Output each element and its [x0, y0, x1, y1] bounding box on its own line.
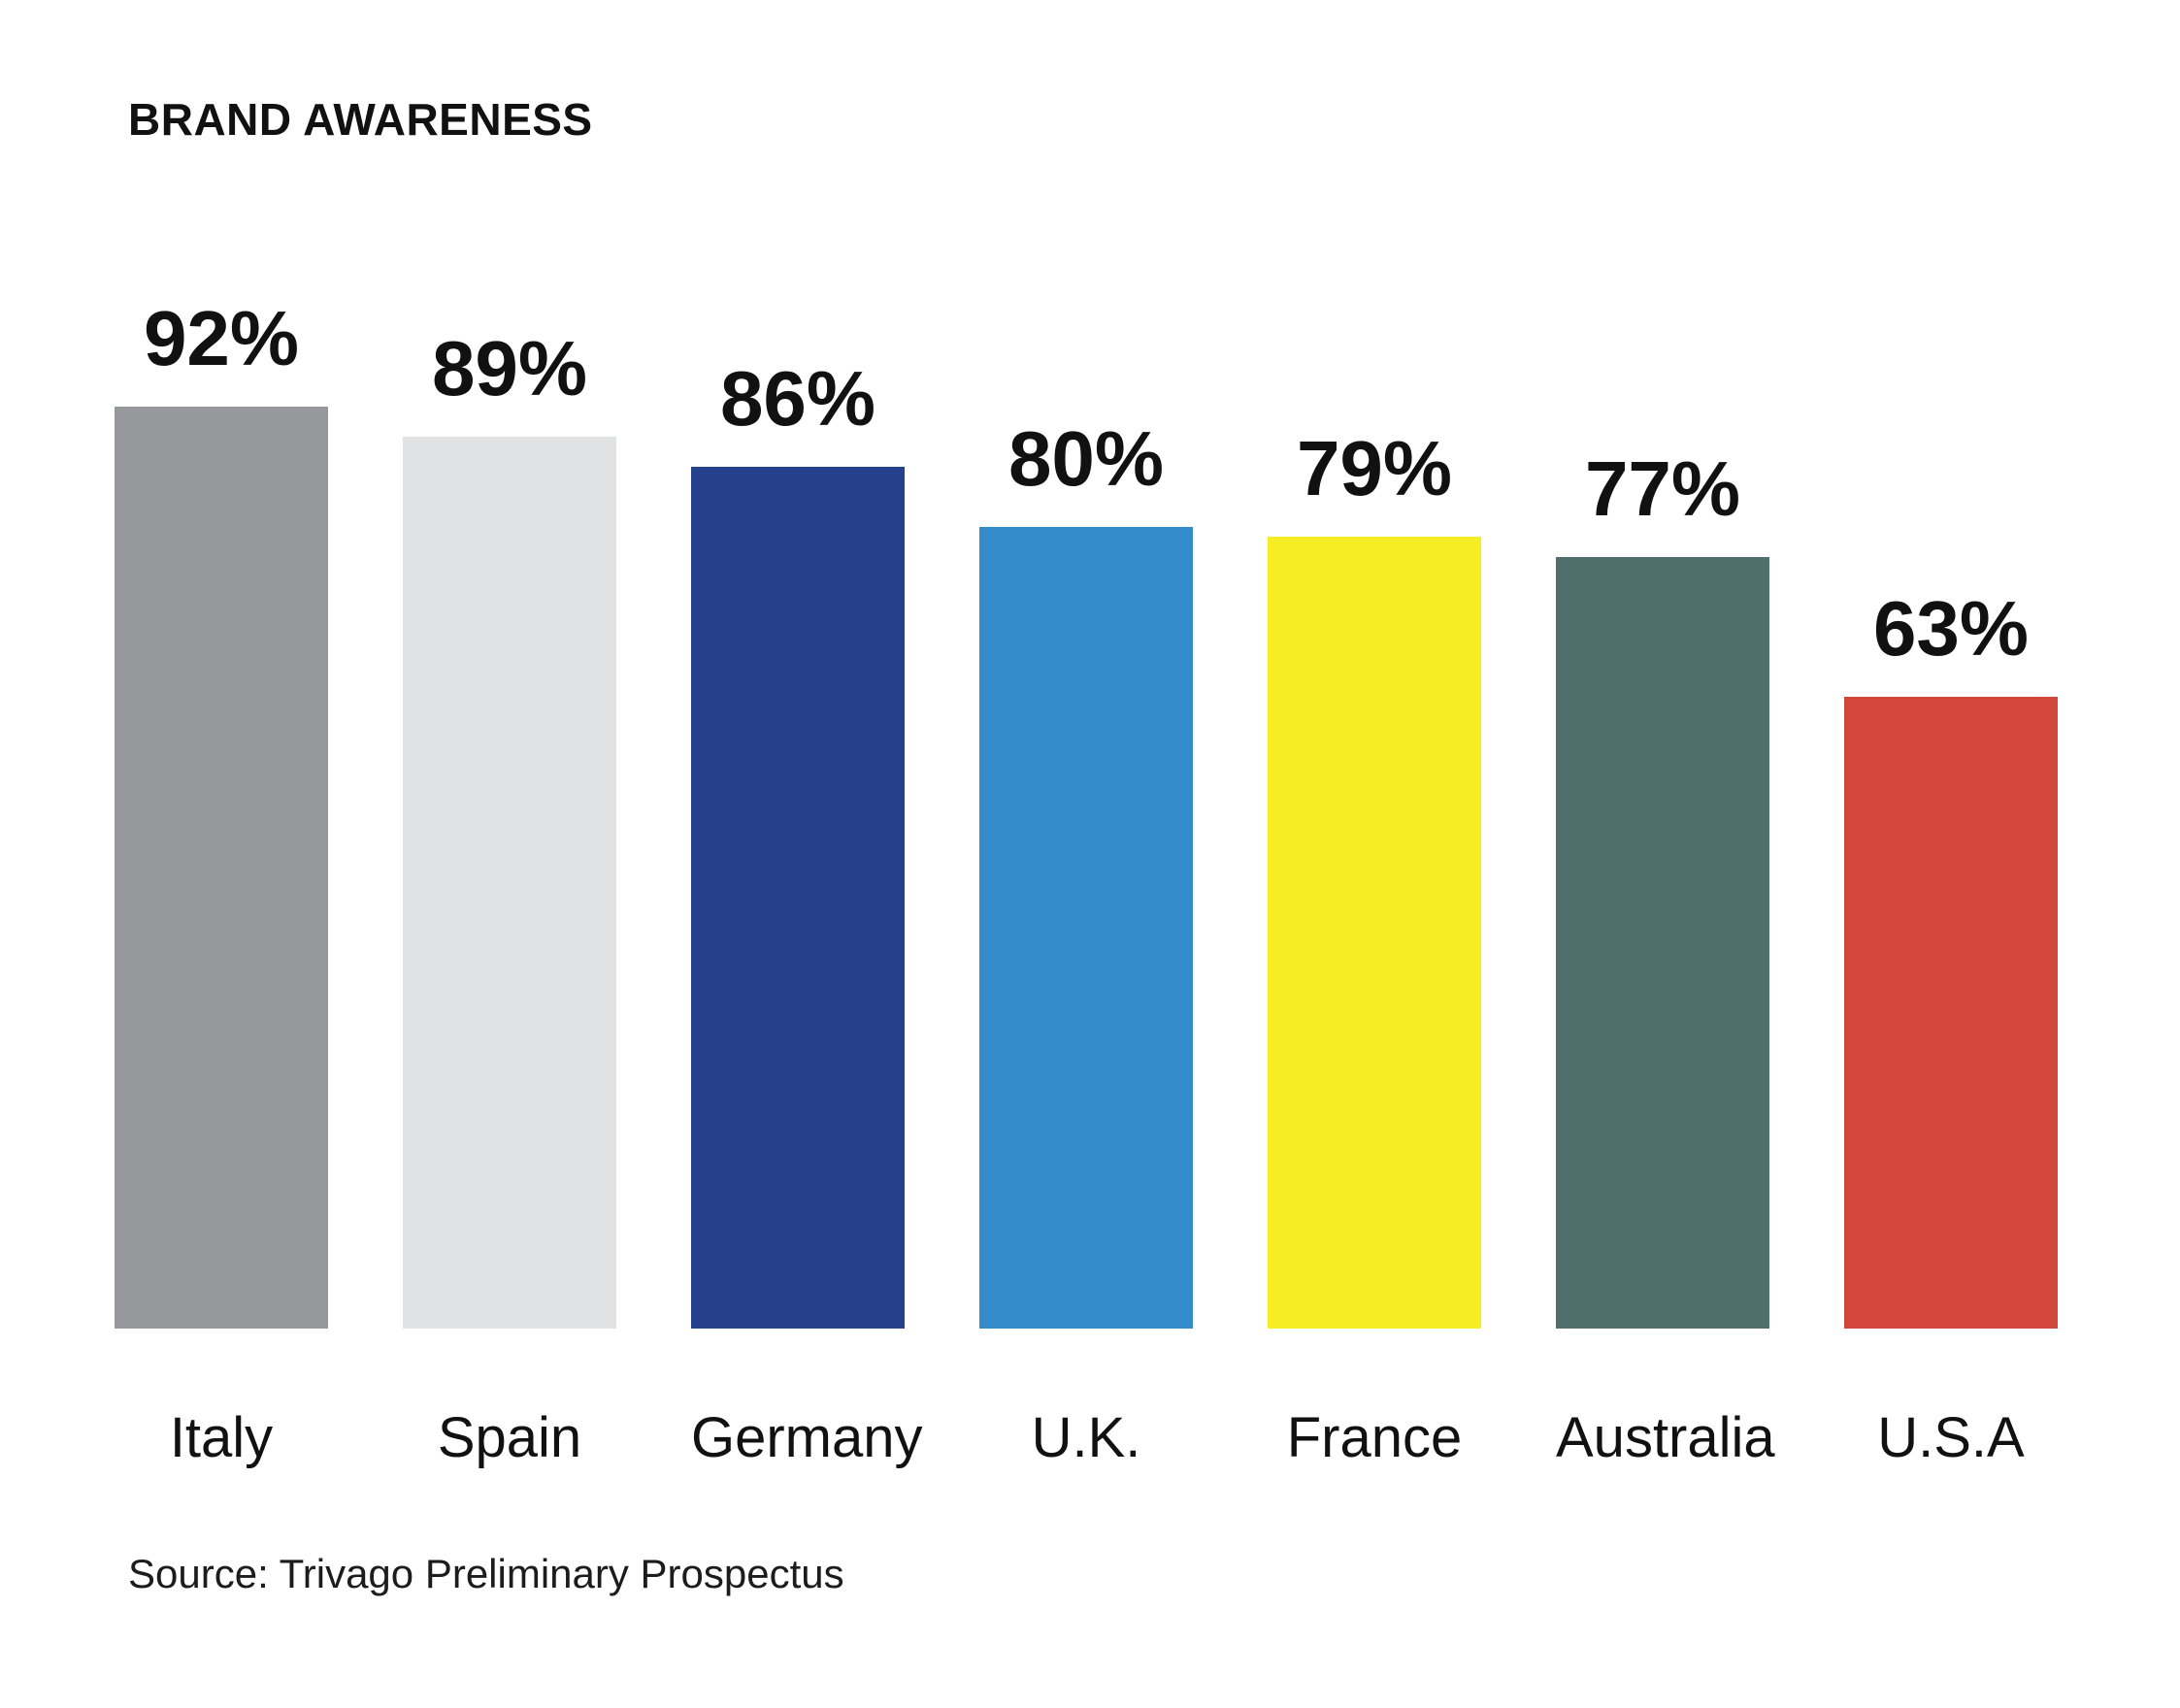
- chart-title: BRAND AWARENESS: [128, 94, 593, 145]
- source-note: Source: Trivago Preliminary Prospectus: [128, 1551, 844, 1596]
- category-label: U.S.A: [1877, 1406, 2025, 1469]
- value-label: 63%: [1872, 585, 2030, 672]
- value-label: 77%: [1584, 445, 1741, 532]
- bar-column: 86%: [691, 326, 905, 1329]
- value-label: 80%: [1007, 415, 1165, 502]
- bar-column: 79%: [1268, 326, 1481, 1329]
- value-label: 79%: [1296, 425, 1453, 511]
- category-label: Spain: [437, 1406, 582, 1469]
- category-label: Italy: [169, 1406, 274, 1469]
- value-label: 89%: [431, 325, 588, 411]
- bar-usa: [1844, 697, 2058, 1329]
- category-label: France: [1286, 1406, 1463, 1469]
- category-label: U.K.: [1031, 1406, 1141, 1469]
- bar-column: 63%: [1844, 326, 2058, 1329]
- bar-column: 92%: [115, 300, 328, 1329]
- bar-germany: [691, 467, 905, 1329]
- category-label: Germany: [691, 1406, 923, 1469]
- bar-uk: [979, 527, 1193, 1329]
- bar-italy: [115, 407, 328, 1329]
- value-label: 92%: [143, 295, 300, 381]
- chart-plot-area: 92% 89% 86% 80% 79% 77% 63%: [115, 300, 2058, 1329]
- bar-australia: [1556, 557, 1769, 1329]
- bar-spain: [403, 437, 616, 1329]
- bar-column: 77%: [1556, 326, 1769, 1329]
- value-label: 86%: [719, 355, 876, 442]
- bar-france: [1268, 537, 1481, 1329]
- category-label: Australia: [1556, 1406, 1775, 1469]
- bar-column: 80%: [979, 326, 1193, 1329]
- bar-column: 89%: [403, 326, 616, 1329]
- category-axis: Italy Spain Germany U.K. France Australi…: [115, 1405, 2058, 1470]
